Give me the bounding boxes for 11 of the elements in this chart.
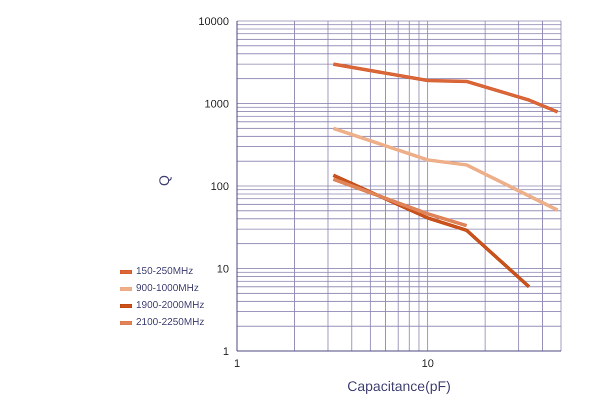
x-axis-title: Capacitance(pF) <box>347 378 451 394</box>
y-tick-label: 10000 <box>198 16 229 28</box>
legend-label: 1900-2000MHz <box>136 300 204 311</box>
legend-label: 900-1000MHz <box>136 283 199 294</box>
legend-label: 2100-2250MHz <box>136 317 204 328</box>
y-axis-title: Q <box>156 175 172 186</box>
y-tick-label: 100 <box>210 180 229 193</box>
y-tick-label: 10 <box>216 263 229 276</box>
legend-label: 150-250MHz <box>136 266 194 277</box>
y-tick-label: 1 <box>222 346 229 358</box>
y-tick-label: 1000 <box>204 98 229 110</box>
